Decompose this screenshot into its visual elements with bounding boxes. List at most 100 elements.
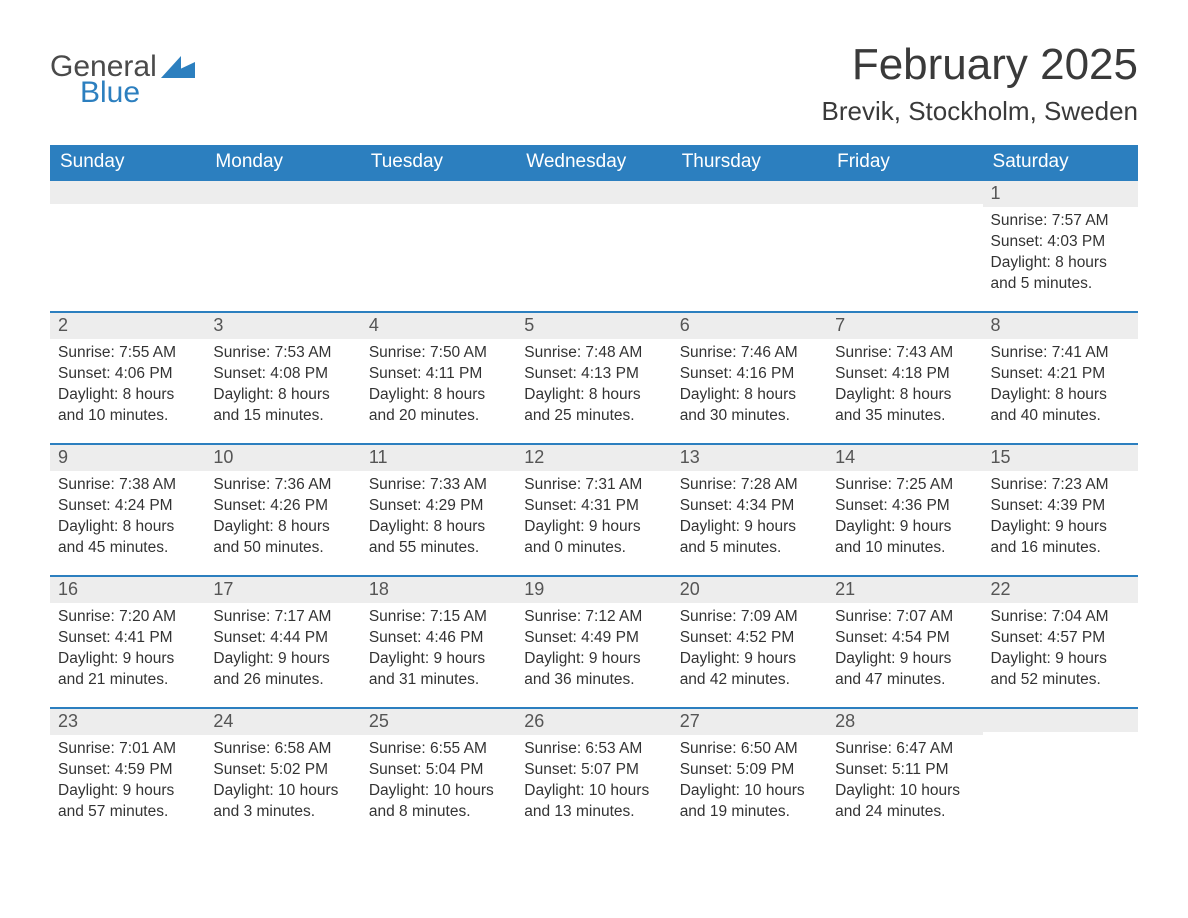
daylight-line: Daylight: 10 hours and 3 minutes. [213,781,352,823]
calendar-day-cell [50,179,205,311]
sunrise-line: Sunrise: 6:58 AM [213,739,352,760]
sunrise-line: Sunrise: 7:23 AM [991,475,1130,496]
sunrise-line: Sunrise: 7:50 AM [369,343,508,364]
day-number: 5 [516,311,671,339]
day-number [361,179,516,204]
day-number: 8 [983,311,1138,339]
day-details: Sunrise: 7:12 AMSunset: 4:49 PMDaylight:… [516,603,671,691]
day-number: 11 [361,443,516,471]
sunrise-line: Sunrise: 7:43 AM [835,343,974,364]
daylight-line: Daylight: 9 hours and 42 minutes. [680,649,819,691]
calendar-day-cell: 8Sunrise: 7:41 AMSunset: 4:21 PMDaylight… [983,311,1138,443]
sunrise-line: Sunrise: 7:15 AM [369,607,508,628]
sunset-line: Sunset: 4:11 PM [369,364,508,385]
weekday-header: Friday [827,145,982,179]
calendar-day-cell: 14Sunrise: 7:25 AMSunset: 4:36 PMDayligh… [827,443,982,575]
day-number: 9 [50,443,205,471]
day-number: 25 [361,707,516,735]
sunset-line: Sunset: 5:09 PM [680,760,819,781]
sunrise-line: Sunrise: 7:12 AM [524,607,663,628]
sunset-line: Sunset: 4:31 PM [524,496,663,517]
sunset-line: Sunset: 4:44 PM [213,628,352,649]
day-details: Sunrise: 7:07 AMSunset: 4:54 PMDaylight:… [827,603,982,691]
daylight-line: Daylight: 8 hours and 25 minutes. [524,385,663,427]
sunset-line: Sunset: 4:16 PM [680,364,819,385]
calendar-day-cell: 1Sunrise: 7:57 AMSunset: 4:03 PMDaylight… [983,179,1138,311]
calendar-day-cell: 5 Sunrise: 7:48 AMSunset: 4:13 PMDaylight… [516,311,671,443]
day-details: Sunrise: 7:33 AMSunset: 4:29 PMDaylight:… [361,471,516,559]
daylight-line: Daylight: 9 hours and 16 minutes. [991,517,1130,559]
day-number: 15 [983,443,1138,471]
sunset-line: Sunset: 5:04 PM [369,760,508,781]
sunset-line: Sunset: 4:06 PM [58,364,197,385]
calendar-day-cell: 19Sunrise: 7:12 AMSunset: 4:49 PMDayligh… [516,575,671,707]
sunset-line: Sunset: 5:02 PM [213,760,352,781]
day-number: 12 [516,443,671,471]
sunset-line: Sunset: 4:36 PM [835,496,974,517]
sunset-line: Sunset: 4:24 PM [58,496,197,517]
day-details: Sunrise: 7:31 AMSunset: 4:31 PMDaylight:… [516,471,671,559]
day-details: Sunrise: 7:38 AMSunset: 4:24 PMDaylight:… [50,471,205,559]
calendar-day-cell: 10Sunrise: 7:36 AMSunset: 4:26 PMDayligh… [205,443,360,575]
title-block: February 2025 Brevik, Stockholm, Sweden [822,40,1138,127]
header: General Blue February 2025 Brevik, Stock… [50,40,1138,127]
sunset-line: Sunset: 4:49 PM [524,628,663,649]
day-details: Sunrise: 6:53 AMSunset: 5:07 PMDaylight:… [516,735,671,823]
sunrise-line: Sunrise: 7:07 AM [835,607,974,628]
calendar-day-cell: 17Sunrise: 7:17 AMSunset: 4:44 PMDayligh… [205,575,360,707]
sunrise-line: Sunrise: 7:46 AM [680,343,819,364]
calendar-day-cell: 15Sunrise: 7:23 AMSunset: 4:39 PMDayligh… [983,443,1138,575]
calendar-week-row: 1Sunrise: 7:57 AMSunset: 4:03 PMDaylight… [50,179,1138,311]
sunset-line: Sunset: 4:34 PM [680,496,819,517]
day-number: 24 [205,707,360,735]
calendar-day-cell: 20Sunrise: 7:09 AMSunset: 4:52 PMDayligh… [672,575,827,707]
calendar-day-cell: 6Sunrise: 7:46 AMSunset: 4:16 PMDaylight… [672,311,827,443]
daylight-line: Daylight: 9 hours and 31 minutes. [369,649,508,691]
day-number: 18 [361,575,516,603]
daylight-line: Daylight: 8 hours and 10 minutes. [58,385,197,427]
weekday-header-row: SundayMondayTuesdayWednesdayThursdayFrid… [50,145,1138,179]
day-details: Sunrise: 7:25 AMSunset: 4:36 PMDaylight:… [827,471,982,559]
logo-text-blue: Blue [80,78,225,108]
day-number: 26 [516,707,671,735]
calendar-day-cell [516,179,671,311]
day-number: 10 [205,443,360,471]
calendar-day-cell [983,707,1138,839]
calendar-day-cell: 9Sunrise: 7:38 AMSunset: 4:24 PMDaylight… [50,443,205,575]
sunset-line: Sunset: 4:41 PM [58,628,197,649]
day-details: Sunrise: 7:28 AMSunset: 4:34 PMDaylight:… [672,471,827,559]
day-details: Sunrise: 6:55 AMSunset: 5:04 PMDaylight:… [361,735,516,823]
sunrise-line: Sunrise: 7:55 AM [58,343,197,364]
day-details: Sunrise: 6:47 AMSunset: 5:11 PMDaylight:… [827,735,982,823]
sunset-line: Sunset: 4:08 PM [213,364,352,385]
sunset-line: Sunset: 5:07 PM [524,760,663,781]
calendar-day-cell: 12Sunrise: 7:31 AMSunset: 4:31 PMDayligh… [516,443,671,575]
daylight-line: Daylight: 9 hours and 57 minutes. [58,781,197,823]
daylight-line: Daylight: 8 hours and 35 minutes. [835,385,974,427]
day-details: Sunrise: 7:36 AMSunset: 4:26 PMDaylight:… [205,471,360,559]
calendar-day-cell: 22Sunrise: 7:04 AMSunset: 4:57 PMDayligh… [983,575,1138,707]
day-number: 20 [672,575,827,603]
daylight-line: Daylight: 10 hours and 13 minutes. [524,781,663,823]
day-details: Sunrise: 7:17 AMSunset: 4:44 PMDaylight:… [205,603,360,691]
logo: General Blue [50,40,195,112]
daylight-line: Daylight: 8 hours and 50 minutes. [213,517,352,559]
day-number: 14 [827,443,982,471]
day-number: 21 [827,575,982,603]
calendar-week-row: 16Sunrise: 7:20 AMSunset: 4:41 PMDayligh… [50,575,1138,707]
sunset-line: Sunset: 4:46 PM [369,628,508,649]
sunset-line: Sunset: 4:13 PM [524,364,663,385]
calendar-day-cell: 3Sunrise: 7:53 AMSunset: 4:08 PMDaylight… [205,311,360,443]
sunrise-line: Sunrise: 7:09 AM [680,607,819,628]
day-number: 1 [983,179,1138,207]
day-number: 4 [361,311,516,339]
sunrise-line: Sunrise: 7:53 AM [213,343,352,364]
sunrise-line: Sunrise: 7:48 AM [524,343,663,364]
calendar-day-cell: 27Sunrise: 6:50 AMSunset: 5:09 PMDayligh… [672,707,827,839]
day-number: 19 [516,575,671,603]
daylight-line: Daylight: 8 hours and 55 minutes. [369,517,508,559]
calendar-week-row: 23Sunrise: 7:01 AMSunset: 4:59 PMDayligh… [50,707,1138,839]
day-number: 2 [50,311,205,339]
sunrise-line: Sunrise: 6:50 AM [680,739,819,760]
sunrise-line: Sunrise: 7:31 AM [524,475,663,496]
